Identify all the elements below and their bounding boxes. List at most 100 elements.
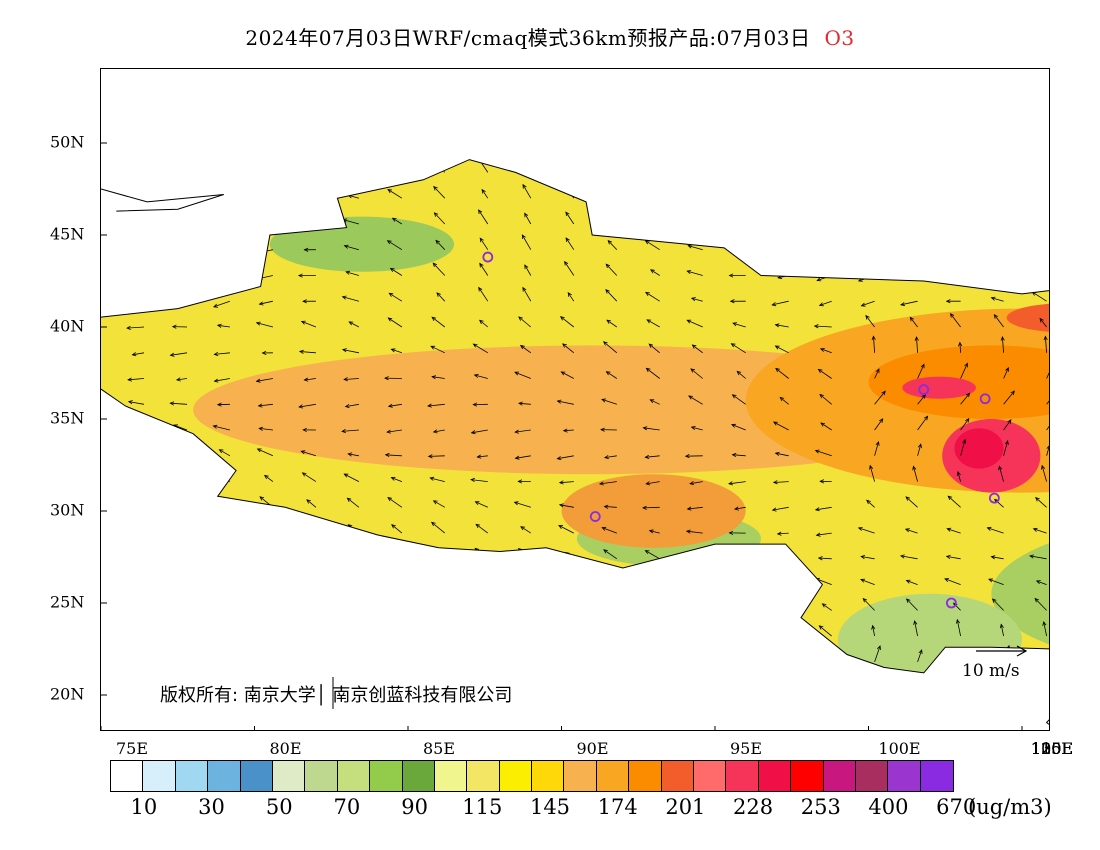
wind-arrow-head [522,157,527,163]
wind-arrow-head [345,270,351,275]
wind-arrow [344,378,359,380]
wind-arrow-head [731,196,737,201]
wind-arrow-head [598,481,604,486]
wind-arrow [947,528,961,534]
legend-label: 90 [401,795,428,819]
legend-label: 70 [333,795,361,819]
wind-arrow-head [391,524,396,529]
wind-arrow-head [986,140,992,145]
wind-arrow [1041,465,1047,482]
wind-arrow-head [169,401,175,406]
wind-arrow-head [860,578,866,583]
wind-arrow [905,197,918,202]
wind-arrow [343,90,360,96]
wind-arrow [773,481,789,483]
wind-arrow-head [431,375,437,380]
wind-arrow-head [259,525,265,530]
wind-arrow-head [258,301,264,306]
wind-arrow [565,211,575,225]
wind-arrow-head [691,344,697,349]
wind-arrow-head [691,553,697,558]
wind-arrow-head [686,270,692,275]
wind-arrow [646,319,660,328]
wind-arrow [858,223,875,230]
wind-arrow [471,429,488,434]
longitude-label: 105E [1030,739,1074,758]
wind-arrow-head [430,635,436,640]
longitude-label: 85E [422,739,456,758]
wind-arrow-head [216,323,222,328]
wind-arrow [218,146,231,151]
wind-arrow-head [736,629,741,634]
wind-arrow-head [689,481,695,486]
wind-arrow-head [942,196,948,201]
wind-arrow-head [689,219,695,224]
wind-arrow [772,300,789,306]
wind-arrow [348,582,359,585]
wind-arrow-head [214,251,220,256]
wind-arrow [344,116,360,122]
wind-arrow-head [777,656,783,661]
wind-arrow [258,146,273,151]
wind-arrow [478,80,489,96]
legend-swatch [240,761,273,791]
wind-arrow-head [172,199,178,204]
wind-arrow [433,429,445,433]
wind-arrow [522,184,532,199]
wind-arrow-head [341,609,347,614]
wind-arrow-head [347,581,353,586]
wind-arrow [874,390,886,405]
wind-arrow [917,416,928,431]
wind-arrow-head [1007,419,1012,424]
wind-arrow [816,249,832,256]
wind-arrow-head [346,497,352,502]
wind-arrow-head [263,474,269,480]
wind-arrow [773,421,789,431]
title-text: 2024年07月03日WRF/cmaq模式36km预报产品:07月03日 [245,26,811,50]
wind-arrow-head [861,71,865,74]
wind-arrow [128,146,145,151]
wind-arrow-head [688,395,693,400]
wind-arrow-head [776,578,781,583]
legend-swatch [920,761,954,791]
wind-arrow-head [297,273,303,278]
wind-arrow-head [730,553,736,558]
wind-arrow-head [435,239,440,245]
wind-arrow-head [556,660,562,665]
wind-arrow [648,575,660,585]
wind-arrow [816,120,832,127]
wind-arrow [861,300,875,307]
wind-arrow [732,713,746,716]
wind-arrow [171,94,188,101]
wind-arrow-head [562,686,568,691]
wind-arrow [690,481,703,485]
wind-arrow [947,495,961,508]
wind-arrow [688,116,703,122]
station-marker [979,393,991,405]
wind-arrow [218,69,230,73]
wind-arrow [521,234,532,250]
wind-arrow-head [692,601,697,607]
wind-arrow-head [991,116,997,121]
legend-swatch [111,761,144,791]
wind-arrow [687,319,703,328]
wind-arrow [858,527,875,534]
wind-arrow-head [130,557,136,562]
wind-arrow [300,610,316,613]
wind-arrow [128,249,145,254]
wind-arrow-head [986,269,992,274]
wind-arrow-head [341,295,347,300]
wind-arrow [518,316,532,328]
wind-arrow-head [473,373,479,378]
wind-arrow-head [818,682,824,687]
wind-arrow-head [299,581,305,586]
wind-arrow-head [646,319,652,324]
station-marker [482,251,494,263]
wind-arrow [218,275,231,280]
wind-arrow-head [642,686,648,692]
wind-arrow-head [343,550,349,555]
wind-arrow-head [297,659,303,664]
wind-arrow [902,249,918,254]
wind-arrow-head [601,526,607,531]
wind-arrow [648,343,660,354]
